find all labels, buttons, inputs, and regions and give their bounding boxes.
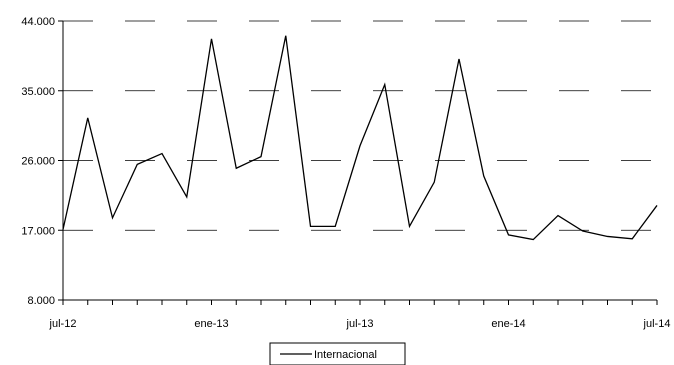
x-tick-label: jul-13 — [346, 318, 374, 330]
legend: Internacional — [269, 342, 406, 365]
x-tick-label: jul-12 — [49, 318, 77, 330]
series-line-internacional — [62, 35, 658, 241]
x-tick-label: jul-14 — [643, 318, 671, 330]
legend-label: Internacional — [314, 349, 377, 361]
y-tick-label: 17.000 — [21, 225, 55, 237]
series-group — [62, 35, 658, 241]
legend-box — [269, 342, 406, 365]
y-tick-label: 8.000 — [27, 295, 55, 307]
y-axis-ticks: 8.000 17.000 26.000 35.000 44.000 — [21, 16, 63, 307]
x-tick-label: ene-14 — [491, 318, 525, 330]
horizontal-gridlines — [63, 20, 657, 231]
y-tick-label: 26.000 — [21, 156, 55, 168]
y-tick-label: 35.000 — [21, 86, 55, 98]
x-axis-ticks: jul-12 ene-13 jul-13 ene-14 jul-14 — [49, 300, 671, 330]
y-tick-label: 44.000 — [21, 16, 55, 28]
x-tick-label: ene-13 — [194, 318, 228, 330]
